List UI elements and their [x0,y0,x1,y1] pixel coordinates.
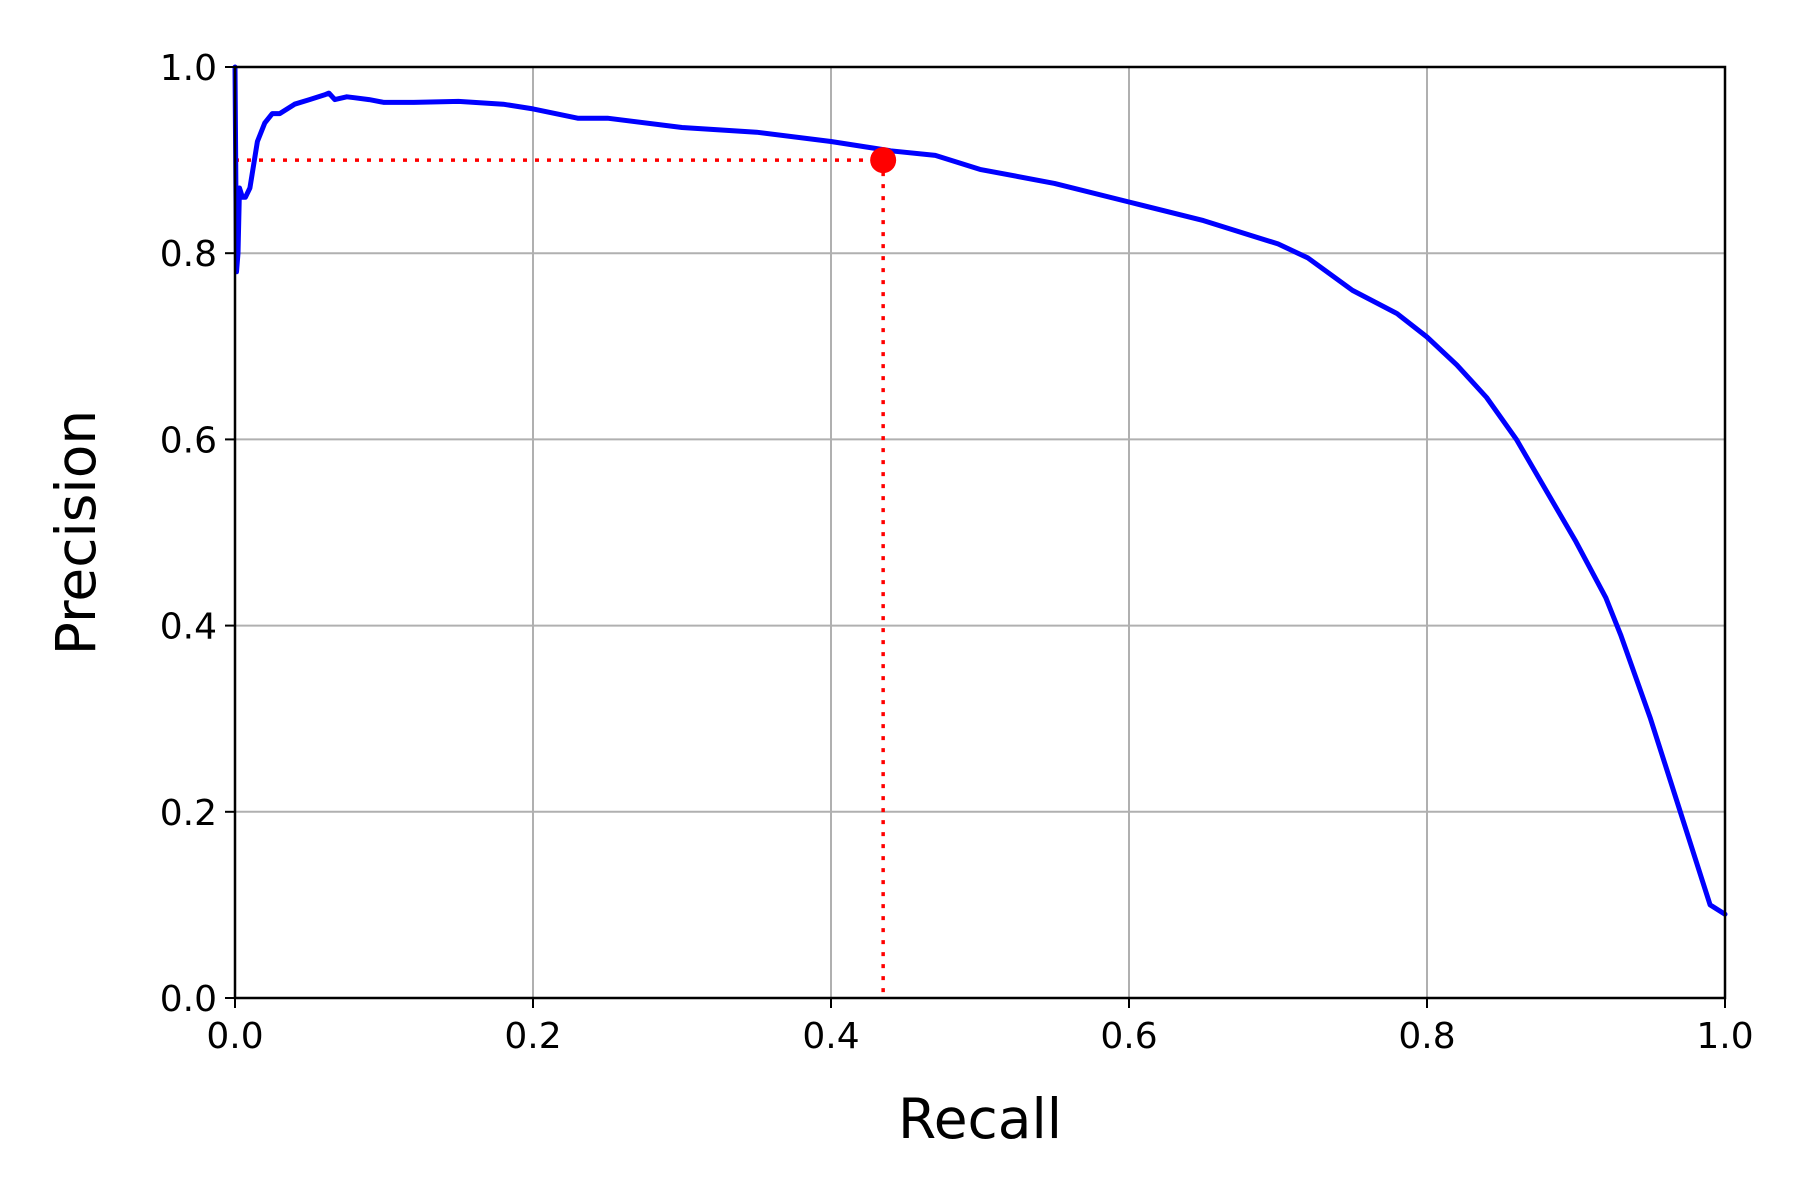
x-tick-label-0: 0.0 [206,1016,263,1057]
plot-frame [233,65,1727,1000]
y-tick-label-1: 0.2 [160,793,217,834]
x-axis-title: Recall [898,1087,1062,1151]
x-tick-label-2: 0.4 [802,1016,859,1057]
x-tick-label-5: 1.0 [1696,1016,1753,1057]
x-tick-label-3: 0.6 [1100,1016,1157,1057]
threshold-point-marker [870,147,897,174]
grid-lines [234,66,1726,999]
y-tick-label-3: 0.6 [160,420,217,461]
x-tick-label-4: 0.8 [1398,1016,1455,1057]
x-tick-label-1: 0.2 [504,1016,561,1057]
y-axis-ticks: 0.0 0.2 0.4 0.6 0.8 1.0 [160,48,235,1020]
y-axis-title: Precision [44,410,108,655]
y-tick-label-5: 1.0 [160,48,217,89]
y-tick-label-2: 0.4 [160,607,217,648]
precision-recall-curve [232,64,1728,917]
y-tick-label-4: 0.8 [160,234,217,275]
y-tick-label-0: 0.0 [160,979,217,1020]
threshold-reference-lines [235,158,885,998]
x-axis-ticks: 0.0 0.2 0.4 0.6 0.8 1.0 [206,998,1754,1057]
